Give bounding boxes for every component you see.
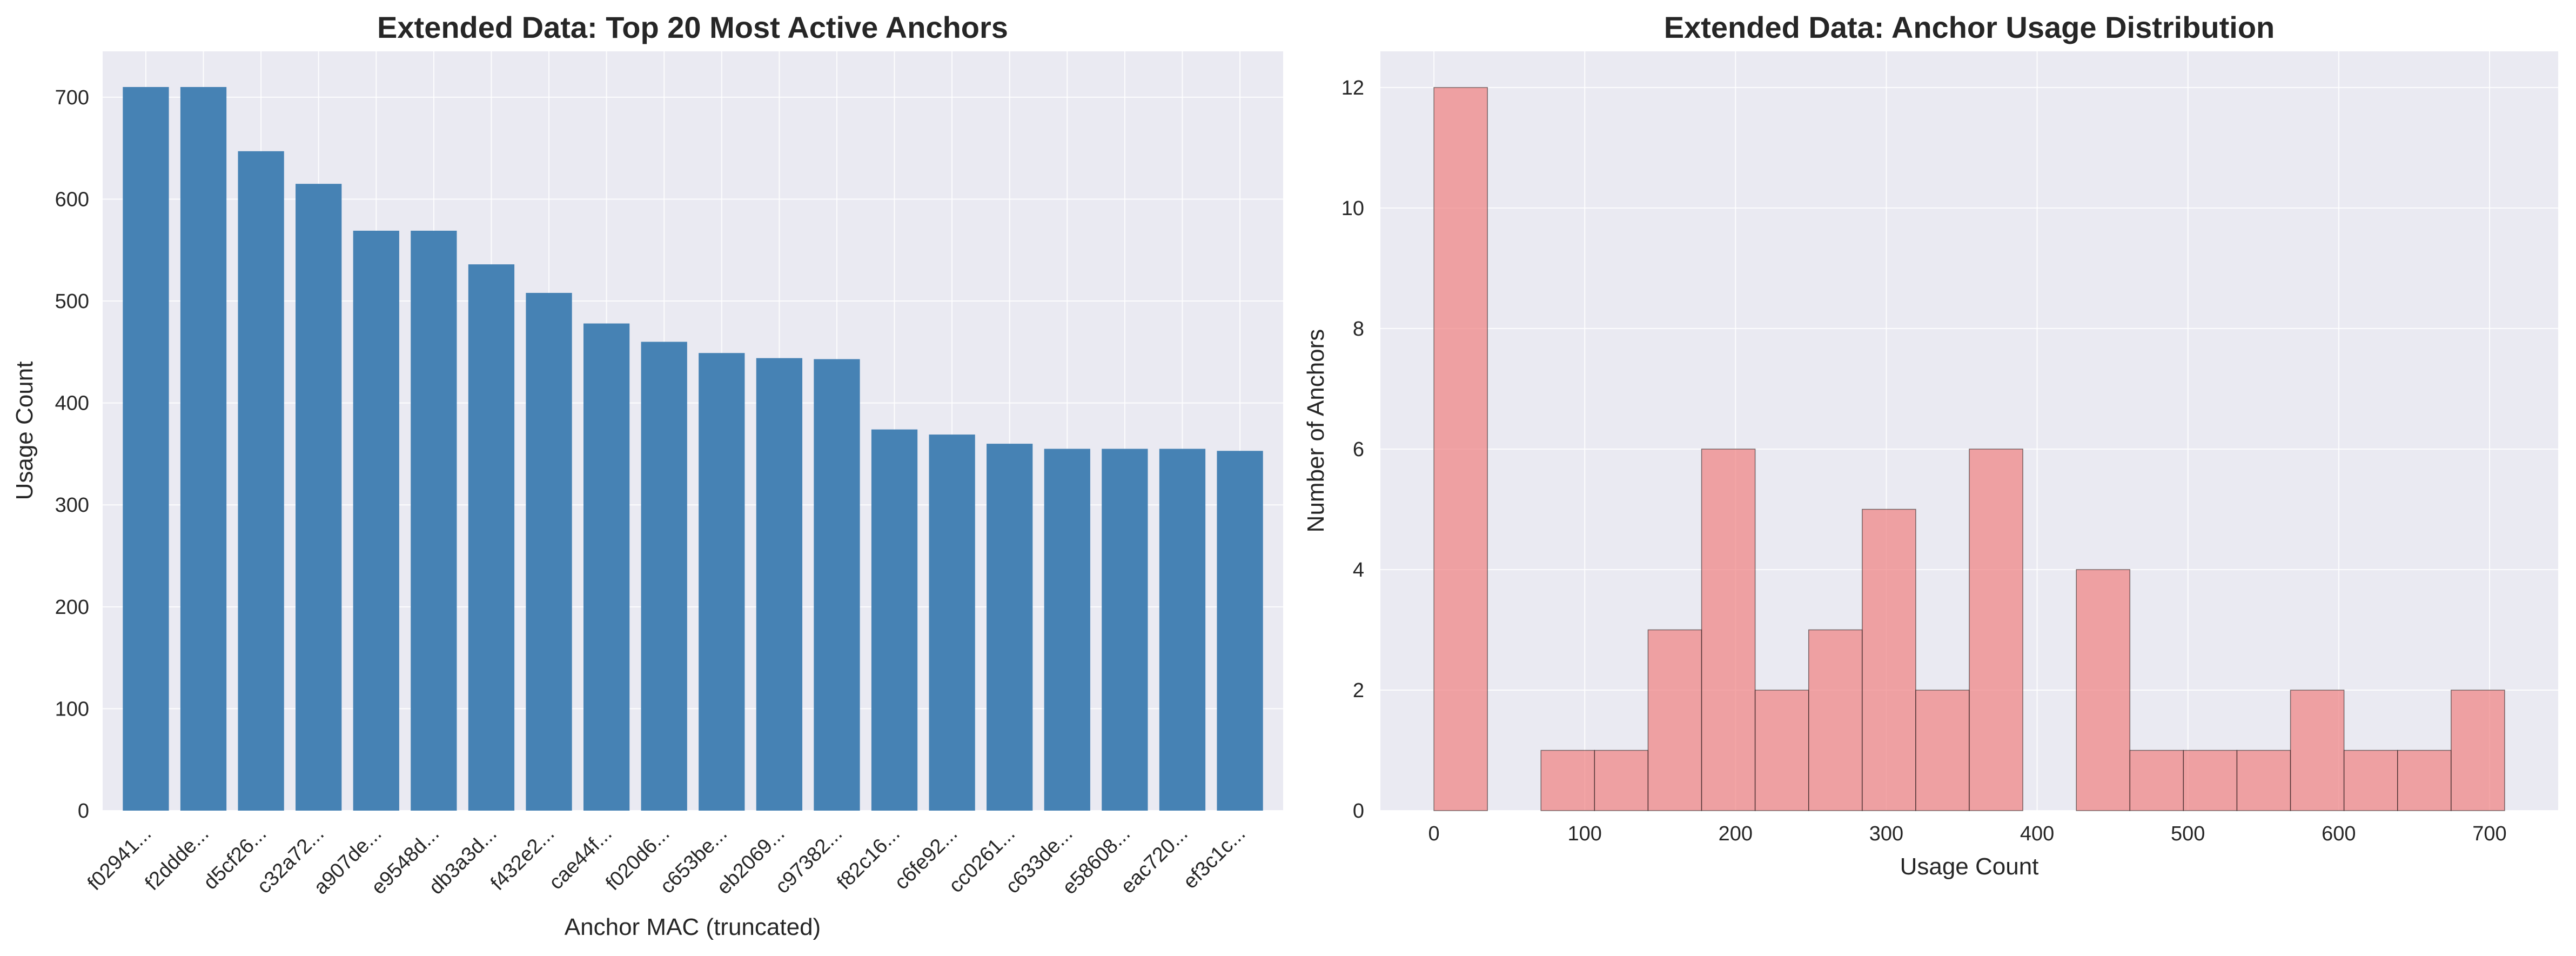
right-x-tick-label: 200 xyxy=(1719,823,1753,845)
histogram-bin xyxy=(1808,629,1863,811)
bar xyxy=(123,87,169,811)
right-x-tick-label: 700 xyxy=(2472,823,2506,845)
left-y-tick-label: 700 xyxy=(55,86,89,109)
histogram-bin xyxy=(1969,449,2023,811)
left-x-tick-label: f2ddde... xyxy=(141,823,213,895)
right-y-tick-label: 12 xyxy=(1341,77,1364,99)
bar xyxy=(1159,449,1206,811)
bar xyxy=(238,151,284,811)
histogram-bin xyxy=(2183,750,2238,811)
histogram-bin xyxy=(2451,690,2505,811)
right-x-tick-label: 600 xyxy=(2322,823,2356,845)
bar xyxy=(756,358,803,811)
right-y-axis-label: Number of Anchors xyxy=(1303,329,1329,533)
bar xyxy=(987,444,1033,811)
histogram-bin xyxy=(2397,750,2452,811)
histogram-bin xyxy=(1433,87,1488,811)
right-x-tick-label: 300 xyxy=(1869,823,1903,845)
left-y-tick-label: 400 xyxy=(55,392,89,415)
left-y-tick-label: 200 xyxy=(55,596,89,619)
bar xyxy=(411,230,457,811)
right-bars xyxy=(1433,87,2505,811)
histogram-bin xyxy=(2343,750,2398,811)
bar xyxy=(641,342,687,811)
bar xyxy=(814,359,860,811)
left-x-tick-label: f432e2... xyxy=(486,823,559,895)
bar xyxy=(526,292,572,811)
left-y-axis-label: Usage Count xyxy=(11,362,38,500)
histogram-bin xyxy=(1862,509,1916,811)
top-anchors-bar-chart: 0 100 200 300 400 500 600 700 f02941...f2ddde..… xyxy=(11,10,1283,940)
right-x-tick-label: 0 xyxy=(1428,823,1440,845)
histogram-bin xyxy=(1754,690,1809,811)
bar xyxy=(353,230,399,811)
left-x-tick-label: f82c16... xyxy=(833,823,904,894)
bar xyxy=(468,264,515,811)
bar xyxy=(296,184,342,811)
left-y-tick-label: 500 xyxy=(55,290,89,313)
right-y-ticks: 0 2 4 6 8 10 12 xyxy=(1341,77,1364,823)
bar xyxy=(1102,449,1148,811)
left-y-tick-label: 600 xyxy=(55,188,89,211)
histogram-bin xyxy=(1915,690,1970,811)
left-x-tick-label: ef3c1c... xyxy=(1179,823,1250,893)
bar xyxy=(180,87,227,811)
left-y-tick-label: 300 xyxy=(55,494,89,517)
right-chart-title: Extended Data: Anchor Usage Distribution xyxy=(1664,10,2275,44)
bar xyxy=(583,323,630,811)
right-y-tick-label: 10 xyxy=(1341,197,1364,220)
bar xyxy=(1044,449,1090,811)
left-x-axis-label: Anchor MAC (truncated) xyxy=(565,914,821,940)
right-y-tick-label: 0 xyxy=(1353,800,1364,823)
right-x-axis-label: Usage Count xyxy=(1900,853,2039,880)
histogram-bin xyxy=(2236,750,2291,811)
bar xyxy=(1217,451,1263,811)
left-x-tick-label: f02941... xyxy=(83,823,156,895)
left-y-ticks: 0 100 200 300 400 500 600 700 xyxy=(55,86,89,823)
right-x-tick-label: 100 xyxy=(1568,823,1602,845)
right-y-tick-label: 8 xyxy=(1353,318,1364,340)
bar xyxy=(871,429,918,811)
right-x-tick-label: 400 xyxy=(2020,823,2054,845)
left-bars xyxy=(123,87,1263,811)
histogram-bin xyxy=(1540,750,1595,811)
left-y-tick-label: 100 xyxy=(55,698,89,720)
histogram-bin xyxy=(1701,449,1756,811)
left-chart-title: Extended Data: Top 20 Most Active Anchor… xyxy=(377,10,1008,44)
left-x-ticks: f02941...f2ddde...d5cf26...c32a72...a907… xyxy=(83,823,1250,899)
right-y-tick-label: 4 xyxy=(1353,559,1364,581)
bar xyxy=(699,353,745,811)
right-x-tick-label: 500 xyxy=(2171,823,2205,845)
right-y-tick-label: 2 xyxy=(1353,679,1364,702)
histogram-bin xyxy=(1647,629,1702,811)
bar xyxy=(929,434,975,811)
right-y-tick-label: 6 xyxy=(1353,438,1364,461)
histogram-bin xyxy=(2076,569,2131,811)
left-y-tick-label: 0 xyxy=(78,800,89,823)
histogram-bin xyxy=(1594,750,1649,811)
histogram-bin xyxy=(2129,750,2184,811)
right-x-ticks: 0 100 200 300 400 500 600 700 xyxy=(1428,823,2507,845)
histogram-bin xyxy=(2290,690,2345,811)
usage-distribution-histogram: 0 2 4 6 8 10 12 0 100 200 300 400 500 600 700 Extende… xyxy=(1303,10,2558,880)
